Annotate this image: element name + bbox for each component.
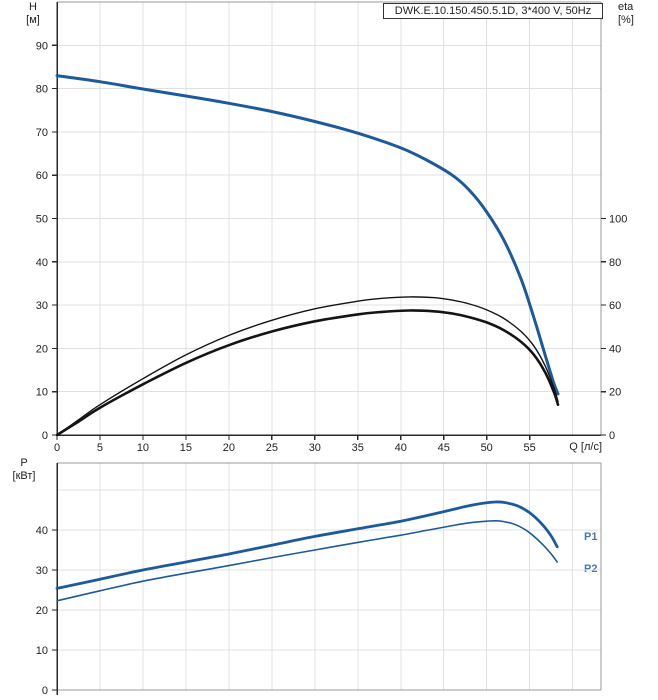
svg-text:30: 30 bbox=[36, 565, 48, 577]
svg-text:10: 10 bbox=[36, 387, 48, 399]
svg-text:0: 0 bbox=[42, 430, 48, 442]
svg-text:40: 40 bbox=[36, 257, 48, 269]
p-axis-symbol: P bbox=[20, 457, 28, 469]
svg-text:0: 0 bbox=[42, 685, 48, 697]
right-axis-title-eta: eta [%] bbox=[618, 1, 652, 27]
eta-axis-symbol: eta bbox=[618, 1, 634, 13]
svg-text:55: 55 bbox=[524, 442, 536, 454]
svg-text:80: 80 bbox=[609, 257, 621, 269]
left-axis-title-p: P [кВт] bbox=[4, 457, 44, 483]
p1-curve-label: P1 bbox=[584, 531, 598, 543]
svg-text:0: 0 bbox=[609, 430, 615, 442]
svg-text:0: 0 bbox=[54, 442, 60, 454]
svg-text:15: 15 bbox=[180, 442, 192, 454]
svg-text:50: 50 bbox=[481, 442, 493, 454]
svg-text:5: 5 bbox=[97, 442, 103, 454]
svg-text:30: 30 bbox=[36, 300, 48, 312]
svg-text:10: 10 bbox=[36, 645, 48, 657]
svg-text:25: 25 bbox=[266, 442, 278, 454]
h-axis-symbol: H bbox=[29, 1, 37, 13]
svg-text:40: 40 bbox=[395, 442, 407, 454]
svg-text:70: 70 bbox=[36, 127, 48, 139]
svg-text:40: 40 bbox=[36, 525, 48, 537]
svg-text:40: 40 bbox=[609, 343, 621, 355]
svg-text:100: 100 bbox=[609, 214, 627, 226]
svg-text:60: 60 bbox=[36, 170, 48, 182]
svg-text:35: 35 bbox=[352, 442, 364, 454]
eta-axis-unit: [%] bbox=[618, 14, 634, 26]
left-axis-title-h: H [м] bbox=[20, 1, 46, 27]
svg-text:20: 20 bbox=[36, 605, 48, 617]
pump-type-title-box: DWK.E.10.150.450.5.1D, 3*400 V, 50Hz bbox=[383, 3, 603, 19]
svg-text:30: 30 bbox=[309, 442, 321, 454]
p-axis-unit: [кВт] bbox=[12, 470, 36, 482]
svg-text:90: 90 bbox=[36, 40, 48, 52]
h-axis-unit: [м] bbox=[26, 14, 40, 26]
svg-text:50: 50 bbox=[36, 214, 48, 226]
svg-text:10: 10 bbox=[137, 442, 149, 454]
svg-text:20: 20 bbox=[223, 442, 235, 454]
p2-curve-label: P2 bbox=[584, 563, 598, 575]
svg-text:60: 60 bbox=[609, 300, 621, 312]
svg-text:80: 80 bbox=[36, 84, 48, 96]
x-axis-title-q: Q [л/с] bbox=[569, 441, 602, 453]
svg-text:20: 20 bbox=[609, 387, 621, 399]
svg-text:20: 20 bbox=[36, 343, 48, 355]
svg-text:45: 45 bbox=[438, 442, 450, 454]
